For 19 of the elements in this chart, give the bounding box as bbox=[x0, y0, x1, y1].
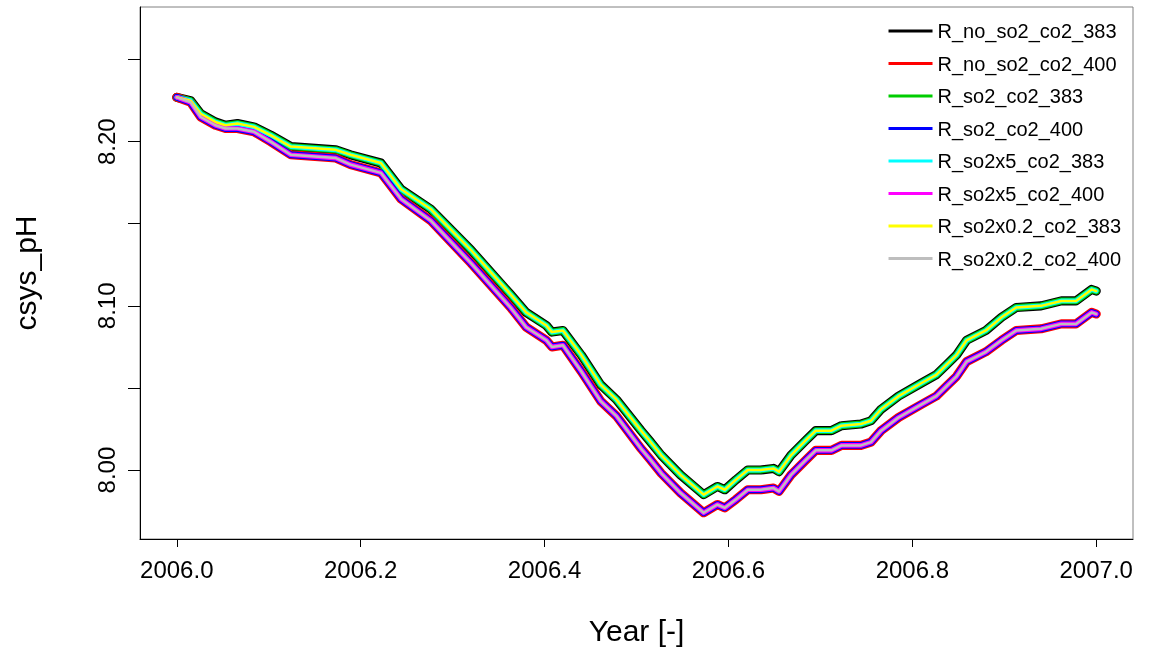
x-axis-title: Year [-] bbox=[588, 613, 685, 647]
x-tick-label: 2006.0 bbox=[140, 555, 214, 583]
legend-label: R_so2_co2_400 bbox=[937, 117, 1084, 141]
legend-label: R_so2x5_co2_400 bbox=[937, 182, 1105, 206]
legend-label: R_so2x0.2_co2_400 bbox=[937, 247, 1122, 271]
legend-label: R_so2x0.2_co2_383 bbox=[937, 215, 1122, 238]
x-tick-label: 2006.8 bbox=[875, 555, 950, 583]
x-tick-label: 2007.0 bbox=[1059, 555, 1133, 583]
x-tick-label: 2006.6 bbox=[691, 555, 766, 583]
x-tick-label: 2006.4 bbox=[507, 555, 582, 583]
y-tick-label: 8.00 bbox=[92, 446, 120, 494]
legend-label: R_so2x5_co2_383 bbox=[937, 150, 1105, 173]
y-tick-label: 8.10 bbox=[92, 282, 120, 330]
y-axis-title: csys_pH bbox=[8, 215, 42, 331]
legend-label: R_no_so2_co2_400 bbox=[937, 52, 1117, 76]
legend-label: R_so2_co2_383 bbox=[937, 85, 1084, 108]
legend-label: R_no_so2_co2_383 bbox=[937, 20, 1117, 43]
y-tick-label: 8.20 bbox=[92, 118, 120, 165]
x-tick-label: 2006.2 bbox=[323, 555, 398, 583]
